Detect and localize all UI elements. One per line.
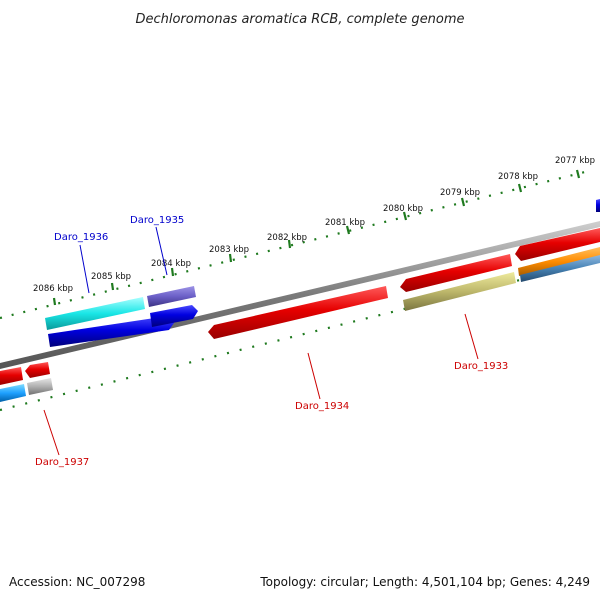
genome-backbone (0, 221, 600, 369)
map-title: Dechloromonas aromatica RCB, complete ge… (135, 12, 464, 27)
tick-label: 2081 kbp (325, 218, 365, 228)
tick-label: 2086 kbp (33, 284, 73, 294)
cds-red-right[interactable] (515, 228, 600, 261)
scale-ticks (52, 169, 581, 306)
cds-blue[interactable] (48, 316, 174, 347)
cds-daro-1935[interactable] (147, 286, 196, 307)
cds-daro-1934[interactable] (208, 286, 388, 339)
genome-summary-text: Topology: circular; Length: 4,501,104 bp… (259, 575, 590, 589)
accession-text: Accession: NC_007298 (9, 575, 145, 589)
gene-label-daro-1934[interactable]: Daro_1934 (295, 401, 349, 412)
cds-daro-1933[interactable] (403, 272, 516, 311)
tick-label: 2082 kbp (267, 233, 307, 243)
scale-tick-labels: 2086 kbp 2085 kbp 2084 kbp 2083 kbp 2082… (33, 156, 595, 294)
outer-scale-ring (0, 170, 586, 320)
tick-label: 2079 kbp (440, 188, 480, 198)
cds-orange[interactable] (518, 247, 600, 276)
cds-steel[interactable] (520, 255, 600, 282)
tick-label: 2083 kbp (209, 245, 249, 255)
tick-label: 2077 kbp (555, 156, 595, 166)
gene-label-daro-1933[interactable]: Daro_1933 (454, 361, 508, 372)
tick-label: 2084 kbp (151, 259, 191, 269)
cds-blue-edge[interactable] (596, 199, 600, 212)
cds-daro-1937-red[interactable] (25, 362, 50, 378)
forward-strand (45, 199, 600, 347)
tick-label: 2080 kbp (383, 204, 423, 214)
tick-label: 2078 kbp (498, 172, 538, 182)
cds-daro-1937[interactable] (27, 378, 53, 395)
cds-daro-1936[interactable] (45, 297, 145, 330)
tick-label: 2085 kbp (91, 272, 131, 282)
cds-blue-2[interactable] (150, 305, 198, 327)
label-leaders (43, 226, 479, 456)
cds-sky-left[interactable] (0, 384, 26, 402)
gene-label-daro-1937[interactable]: Daro_1937 (35, 457, 89, 468)
gene-labels: Daro_1936 Daro_1935 Daro_1934 Daro_1933 … (35, 215, 508, 468)
reverse-strand (0, 228, 600, 402)
gene-label-daro-1935[interactable]: Daro_1935 (130, 215, 184, 226)
gene-label-daro-1936[interactable]: Daro_1936 (54, 232, 108, 243)
cds-red-left[interactable] (0, 367, 23, 385)
cds-daro-1933-red[interactable] (400, 254, 512, 292)
